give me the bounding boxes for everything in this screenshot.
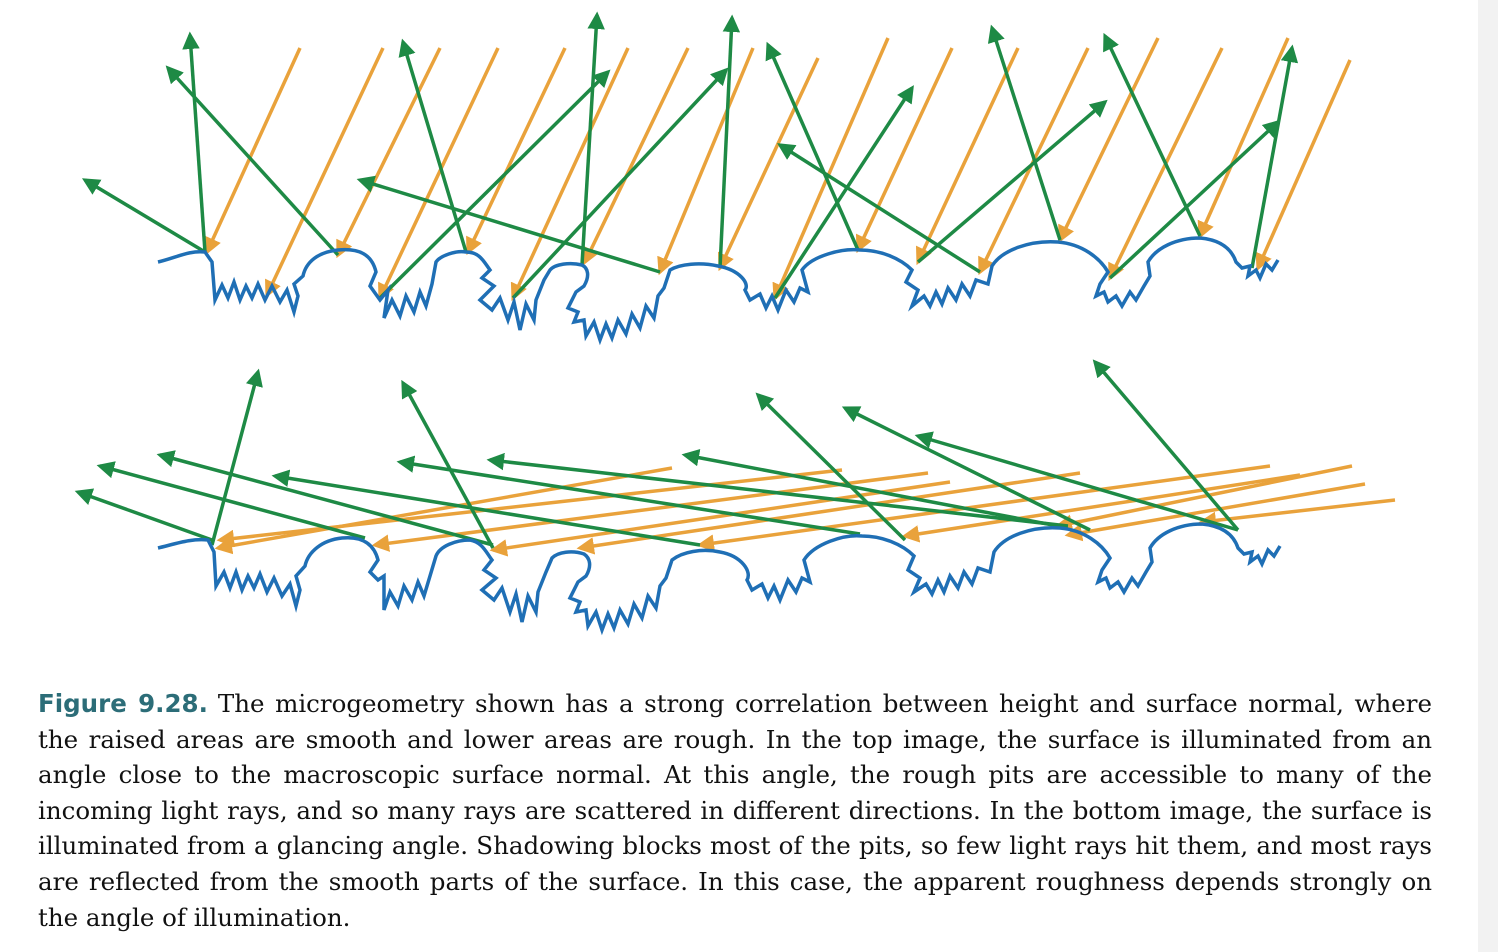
figure-label: Figure 9.28. [38,689,208,718]
right-margin-strip [1478,0,1498,952]
reflected-rays-top [81,11,1299,300]
bottom-panel [74,359,1396,636]
incoming-rays-top [204,37,1352,302]
caption-text: The microgeometry shown has a strong cor… [38,689,1432,932]
reflected-rays-bottom [74,359,1240,549]
microgeometry-figure [74,11,1396,636]
surface-profile-bottom [157,522,1282,636]
figure-caption: Figure 9.28. The microgeometry shown has … [38,686,1432,935]
top-panel [81,11,1352,346]
surface-profile-top [157,236,1280,346]
